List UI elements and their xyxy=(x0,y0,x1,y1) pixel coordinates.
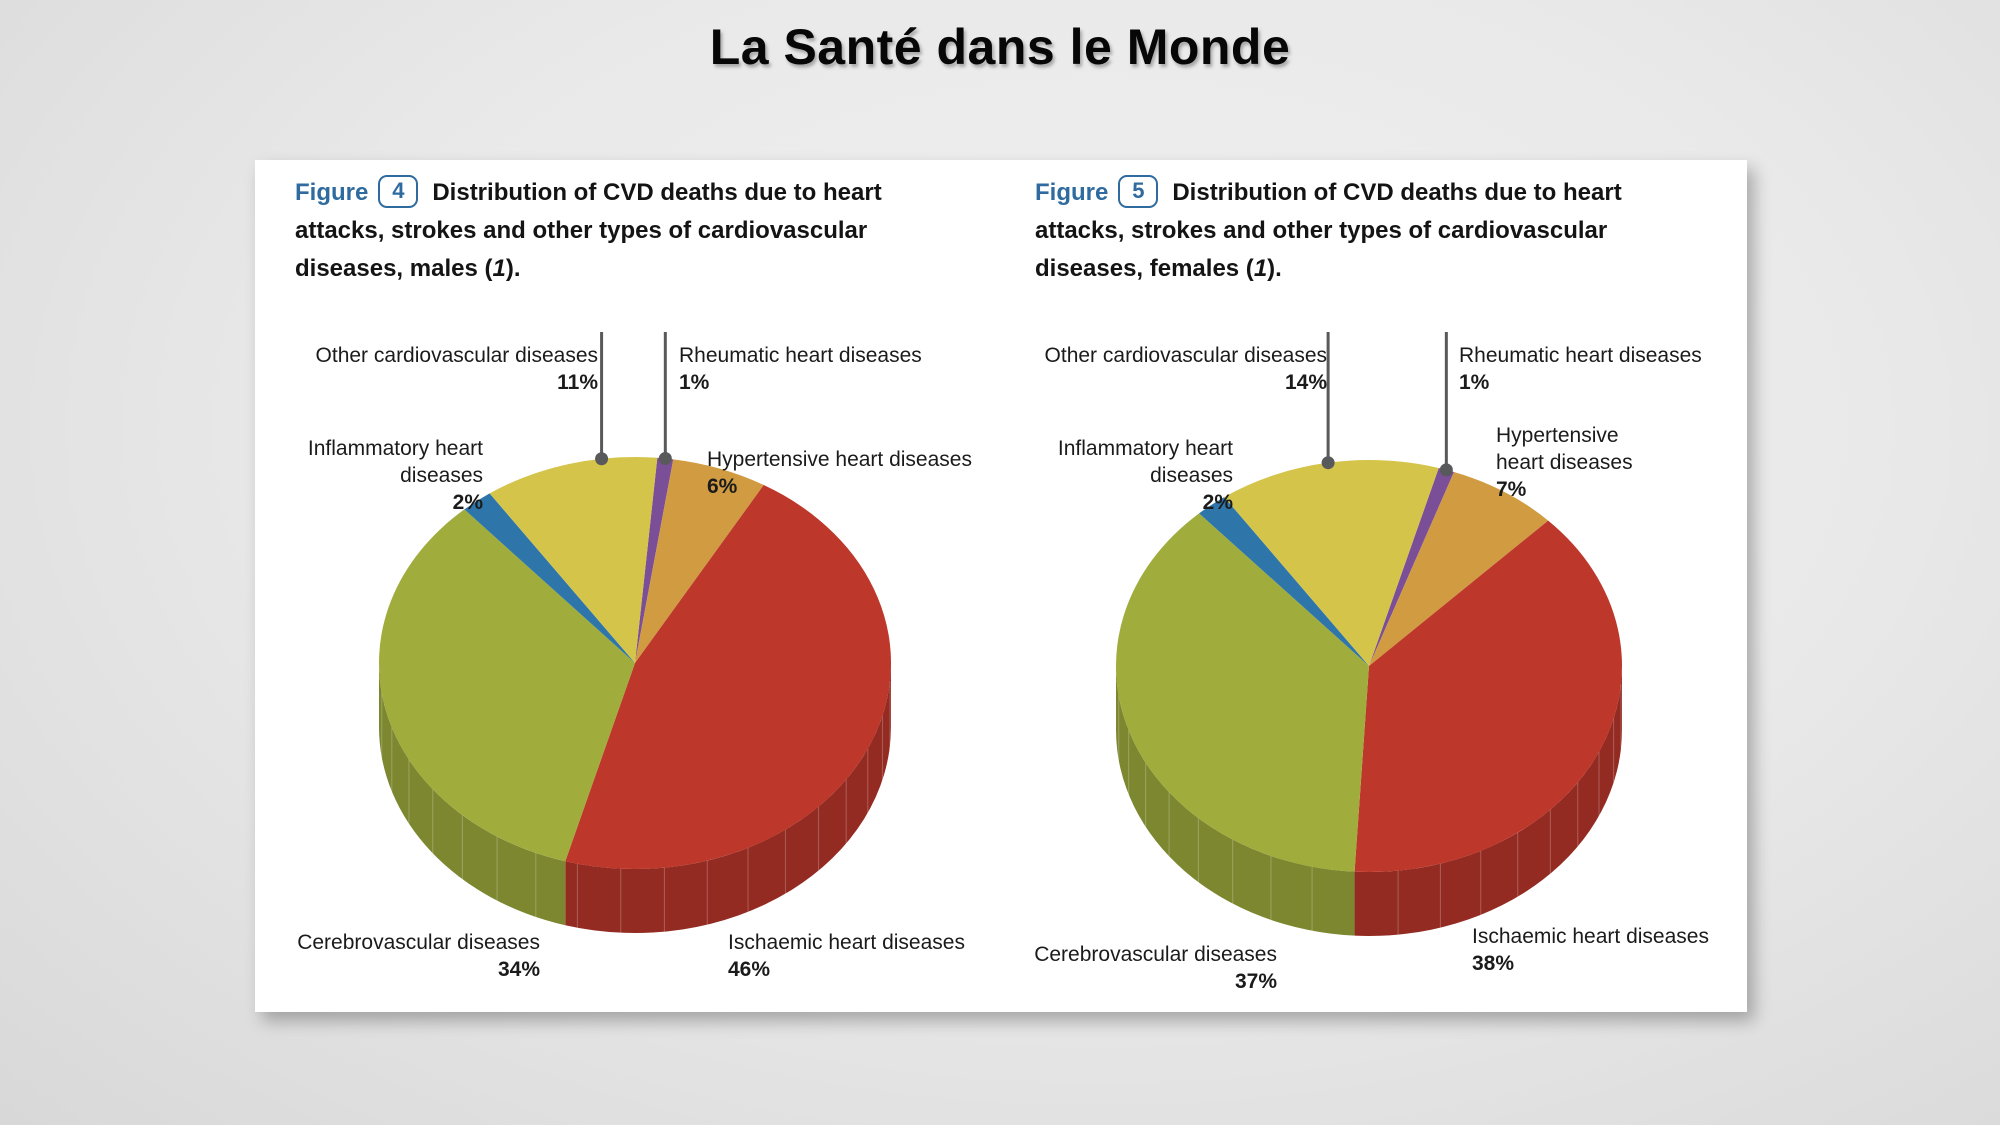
caption-reference: 1 xyxy=(1253,255,1268,282)
chart-females: Figure 5 Distribution of CVD deaths due to… xyxy=(1001,160,1747,1012)
slice-label: Cerebrovascular diseases xyxy=(297,931,540,954)
slice-label: Rheumatic heart diseases xyxy=(1459,344,1702,367)
leader-dot xyxy=(595,452,609,466)
pie-slice-rheumatic-heart-diseases xyxy=(1369,467,1455,666)
caption-text: Distribution of CVD deaths due to heart … xyxy=(1035,179,1622,282)
callout-hypertensive: Hypertensive heart diseases 6% xyxy=(707,446,972,500)
pie-slice-inflammatory-heart-diseases xyxy=(464,493,635,663)
pie-side-ischaemic-heart-diseases xyxy=(1354,666,1622,937)
callout-cerebrovascular: Cerebrovascular diseases 34% xyxy=(297,929,540,983)
caption-text-end: ). xyxy=(505,255,521,282)
callout-rheumatic: Rheumatic heart diseases 1% xyxy=(1459,342,1702,396)
figure-number-badge: 5 xyxy=(1118,175,1159,208)
pie-side-cerebrovascular-diseases xyxy=(379,663,566,926)
leader-dot xyxy=(658,451,672,465)
slice-label: Rheumatic heart diseases xyxy=(679,344,922,367)
figure-caption: Figure 5 Distribution of CVD deaths due to… xyxy=(1035,174,1695,288)
slice-label: Inflammatory heart diseases xyxy=(1057,437,1233,487)
pie-slice-rheumatic-heart-diseases xyxy=(635,457,674,663)
callout-inflammatory: Inflammatory heart diseases 2% xyxy=(1033,435,1233,516)
slice-label: Ischaemic heart diseases xyxy=(1472,925,1709,948)
page-title: La Santé dans le Monde xyxy=(709,19,1291,75)
pie-chart-males xyxy=(378,332,892,934)
callout-inflammatory: Inflammatory heart diseases 2% xyxy=(283,435,483,516)
slice-percent: 2% xyxy=(1202,491,1233,514)
caption-text: Distribution of CVD deaths due to heart … xyxy=(295,179,882,282)
slice-percent: 11% xyxy=(557,371,598,394)
pie-slice-other-cardiovascular-diseases xyxy=(1224,460,1439,666)
slice-label: Cerebrovascular diseases xyxy=(1034,943,1277,966)
slice-percent: 1% xyxy=(679,371,710,394)
slice-label: Hypertensive heart diseases xyxy=(1496,424,1633,474)
slice-label: Other cardiovascular diseases xyxy=(315,344,598,367)
pie-slice-hypertensive-heart-diseases xyxy=(635,459,764,663)
slice-label: Hypertensive heart diseases xyxy=(707,448,972,471)
figure-number-badge: 4 xyxy=(378,175,419,208)
pie-slice-cerebrovascular-diseases xyxy=(1116,513,1369,872)
callout-other-cvd: Other cardiovascular diseases 11% xyxy=(316,342,598,396)
chart-males: Figure 4 Distribution of CVD deaths due to… xyxy=(255,160,1001,1012)
pie-chart-females xyxy=(1116,332,1623,937)
callout-ischaemic: Ischaemic heart diseases 38% xyxy=(1472,923,1709,977)
callout-ischaemic: Ischaemic heart diseases 46% xyxy=(728,929,965,983)
caption-text-end: ). xyxy=(1267,255,1282,282)
slice-percent: 7% xyxy=(1496,478,1527,501)
callout-hypertensive: Hypertensive heart diseases 7% xyxy=(1496,422,1671,503)
slice-percent: 2% xyxy=(452,491,483,514)
pie-slice-cerebrovascular-diseases xyxy=(378,509,635,862)
callout-cerebrovascular: Cerebrovascular diseases 37% xyxy=(1034,941,1277,995)
pie-side-ischaemic-heart-diseases xyxy=(565,663,891,934)
slice-percent: 14% xyxy=(1284,371,1327,394)
callout-other-cvd: Other cardiovascular diseases 14% xyxy=(1045,342,1327,396)
pie-slice-ischaemic-heart-diseases xyxy=(1354,520,1623,873)
pie-slice-hypertensive-heart-diseases xyxy=(1369,471,1549,666)
figure-caption: Figure 4 Distribution of CVD deaths due to… xyxy=(295,174,955,288)
slice-label: Other cardiovascular diseases xyxy=(1044,344,1327,367)
slice-percent: 37% xyxy=(1234,970,1277,993)
pie-side-cerebrovascular-diseases xyxy=(1116,666,1355,936)
slice-label: Inflammatory heart diseases xyxy=(307,437,483,487)
slice-percent: 6% xyxy=(707,475,738,498)
figure-label: Figure xyxy=(295,179,369,206)
pie-slice-other-cardiovascular-diseases xyxy=(489,457,658,663)
slice-percent: 46% xyxy=(728,958,771,981)
pie-slice-inflammatory-heart-diseases xyxy=(1199,497,1369,666)
figures-panel: Figure 4 Distribution of CVD deaths due to… xyxy=(255,160,1747,1012)
slice-percent: 38% xyxy=(1472,952,1515,975)
slice-percent: 34% xyxy=(497,958,540,981)
slice-percent: 1% xyxy=(1459,371,1490,394)
caption-reference: 1 xyxy=(492,255,506,282)
leader-dot xyxy=(1321,456,1335,470)
leader-dot xyxy=(1439,463,1453,477)
callout-rheumatic: Rheumatic heart diseases 1% xyxy=(679,342,922,396)
pie-slice-ischaemic-heart-diseases xyxy=(565,484,892,870)
slice-label: Ischaemic heart diseases xyxy=(728,931,965,954)
figure-label: Figure xyxy=(1035,179,1109,206)
